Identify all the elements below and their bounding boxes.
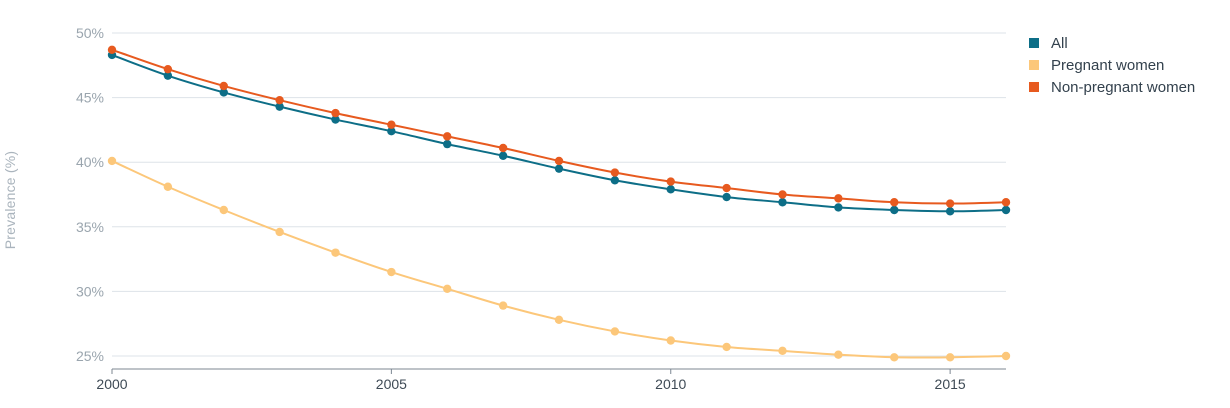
data-point-pregnant-women — [387, 267, 396, 277]
legend-item-non-pregnant-women[interactable]: Non-pregnant women — [1029, 76, 1195, 98]
data-point-all — [498, 151, 508, 160]
data-point-non-pregnant-women — [610, 168, 620, 177]
legend-swatch — [1029, 82, 1039, 92]
data-point-non-pregnant-women — [443, 132, 452, 141]
x-tick-label: 2000 — [96, 376, 127, 392]
series-line-all — [111, 53, 1007, 213]
data-point-all — [163, 71, 173, 80]
data-point-non-pregnant-women — [554, 156, 564, 166]
data-point-all — [610, 176, 620, 185]
y-tick-label: 40% — [76, 154, 104, 170]
data-point-all — [890, 205, 899, 215]
data-point-non-pregnant-women — [778, 190, 787, 199]
data-point-non-pregnant-women — [890, 198, 899, 207]
legend-item-all[interactable]: All — [1029, 32, 1195, 54]
data-point-pregnant-women — [107, 156, 117, 166]
data-point-all — [554, 164, 564, 173]
data-point-pregnant-women — [554, 315, 564, 325]
series-points — [107, 45, 1011, 362]
data-point-all — [834, 203, 843, 212]
data-point-non-pregnant-women — [331, 108, 340, 118]
data-point-pregnant-women — [778, 346, 787, 356]
data-point-non-pregnant-women — [666, 177, 675, 186]
data-point-all — [1001, 205, 1011, 215]
data-point-pregnant-women — [890, 353, 899, 362]
data-point-pregnant-women — [443, 284, 452, 294]
data-point-all — [275, 102, 284, 111]
legend-swatch — [1029, 60, 1039, 70]
data-point-non-pregnant-women — [722, 183, 731, 193]
data-point-all — [387, 126, 396, 136]
data-point-pregnant-women — [666, 336, 675, 345]
series-line-pregnant-women — [111, 159, 1007, 359]
data-point-non-pregnant-women — [1001, 198, 1011, 207]
grid-lines — [112, 32, 1006, 357]
data-point-non-pregnant-women — [107, 45, 117, 54]
x-tick-label: 2010 — [655, 376, 686, 392]
data-point-non-pregnant-women — [163, 64, 173, 74]
x-tick-label: 2015 — [935, 376, 966, 392]
data-point-non-pregnant-women — [275, 95, 284, 105]
data-point-non-pregnant-women — [945, 199, 955, 208]
legend-swatch — [1029, 38, 1039, 48]
legend-label: Pregnant women — [1051, 56, 1165, 74]
data-point-all — [945, 207, 955, 216]
data-point-all — [219, 88, 228, 97]
data-point-all — [443, 139, 452, 149]
y-tick-label: 30% — [76, 283, 104, 299]
data-point-all — [666, 185, 675, 194]
data-point-pregnant-women — [610, 327, 620, 336]
data-point-pregnant-women — [1001, 351, 1011, 361]
legend-label: All — [1051, 34, 1068, 52]
data-point-non-pregnant-women — [498, 143, 508, 153]
data-point-all — [331, 115, 340, 124]
data-point-pregnant-women — [498, 301, 508, 310]
series-line-non-pregnant-women — [111, 48, 1007, 205]
series-lines — [111, 48, 1007, 359]
data-point-pregnant-women — [834, 350, 843, 359]
data-point-pregnant-women — [722, 342, 731, 352]
legend-item-pregnant-women[interactable]: Pregnant women — [1029, 54, 1195, 76]
legend: All Pregnant women Non-pregnant women — [1029, 32, 1195, 98]
data-point-pregnant-women — [163, 182, 173, 191]
data-point-all — [722, 192, 731, 202]
data-point-pregnant-women — [219, 205, 228, 215]
data-point-pregnant-women — [331, 248, 340, 257]
data-point-non-pregnant-women — [387, 120, 396, 129]
data-point-all — [778, 198, 787, 207]
data-point-non-pregnant-women — [219, 81, 228, 91]
y-tick-label: 25% — [76, 348, 104, 364]
y-tick-label: 50% — [76, 25, 104, 41]
y-axis-title: Prevalence (%) — [2, 150, 18, 250]
axes: 25% 30% 35% 40% 45% 50% 2000 2005 2010 2015 — [76, 25, 1006, 392]
y-tick-label: 35% — [76, 219, 104, 235]
data-point-pregnant-women — [945, 353, 955, 362]
x-tick-label: 2005 — [376, 376, 407, 392]
data-point-pregnant-women — [275, 227, 284, 237]
y-tick-label: 45% — [76, 90, 104, 106]
legend-label: Non-pregnant women — [1051, 78, 1196, 96]
data-point-non-pregnant-women — [834, 194, 843, 203]
